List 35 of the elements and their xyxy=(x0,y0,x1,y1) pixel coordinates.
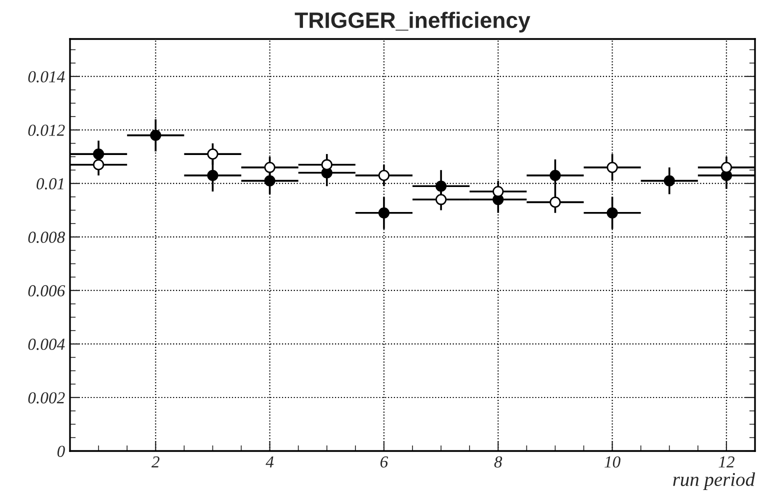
x-tick-label: 4 xyxy=(266,456,274,468)
y-tick-label: 0.01 xyxy=(36,178,64,190)
point xyxy=(92,159,104,170)
chart-title: TRIGGER_inefficiency xyxy=(294,12,530,32)
y-tick-label: 0.006 xyxy=(28,285,66,296)
point xyxy=(264,162,276,173)
point xyxy=(321,159,332,170)
point xyxy=(550,196,561,208)
y-tick-label: 0.008 xyxy=(28,232,65,243)
point xyxy=(550,170,561,181)
point xyxy=(92,148,104,160)
point xyxy=(435,180,447,192)
point xyxy=(435,194,447,206)
x-tick-label: 6 xyxy=(380,456,388,468)
point xyxy=(492,186,504,198)
point xyxy=(378,170,390,181)
x-tick-label: 2 xyxy=(151,456,160,468)
point xyxy=(378,207,390,218)
x-tick-label: 8 xyxy=(494,456,502,468)
x-tick-label: 10 xyxy=(604,456,620,468)
x-tick-label: 12 xyxy=(718,456,734,468)
point xyxy=(264,175,276,186)
point xyxy=(150,130,162,141)
y-tick-label: 0.012 xyxy=(28,124,65,136)
point xyxy=(207,148,218,160)
y-tick-label: 0.004 xyxy=(28,338,65,350)
y-tick-label: 0.014 xyxy=(28,71,65,82)
point xyxy=(664,175,675,186)
point xyxy=(606,207,618,218)
point xyxy=(720,162,732,173)
point xyxy=(606,162,618,173)
x-axis-title: run period xyxy=(673,472,756,490)
y-tick-label: 0 xyxy=(57,446,65,457)
point xyxy=(207,170,218,181)
y-tick-label: 0.002 xyxy=(28,392,65,404)
